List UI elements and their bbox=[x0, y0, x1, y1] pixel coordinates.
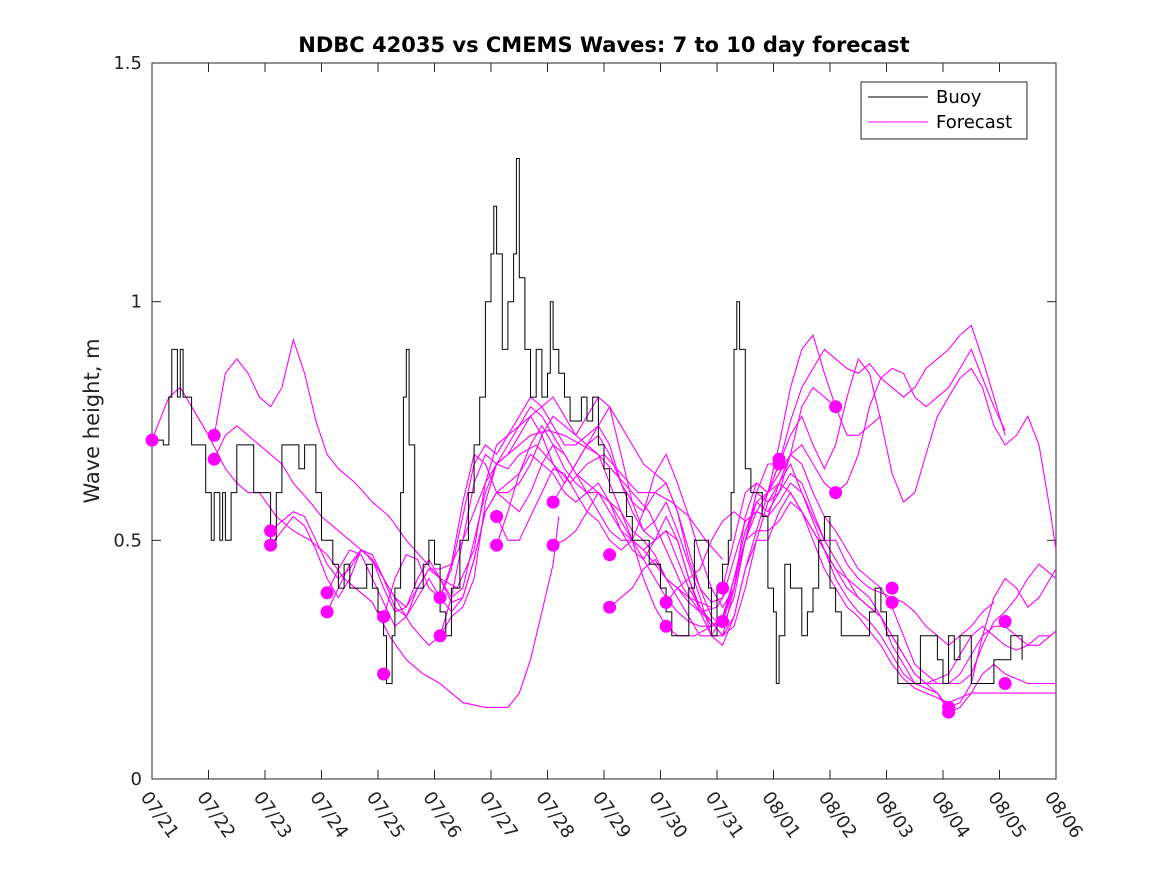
forecast-line-6 bbox=[326, 386, 836, 637]
forecast-marker bbox=[264, 524, 278, 538]
forecast-marker bbox=[320, 605, 334, 619]
forecast-marker bbox=[377, 667, 391, 681]
forecast-marker bbox=[659, 619, 673, 633]
forecast-marker bbox=[716, 615, 730, 628]
forecast-marker bbox=[490, 510, 504, 523]
forecast-marker bbox=[490, 538, 504, 552]
buoy-line bbox=[152, 158, 1023, 684]
plot-area bbox=[151, 62, 1057, 780]
forecast-marker bbox=[207, 428, 221, 442]
forecast-marker bbox=[829, 400, 843, 414]
forecast-marker bbox=[264, 538, 278, 552]
forecast-marker bbox=[603, 548, 617, 562]
forecast-marker bbox=[433, 591, 447, 605]
buoy-series-group bbox=[152, 158, 1023, 684]
y-tick-label: 0.5 bbox=[113, 530, 142, 551]
forecast-marker bbox=[659, 595, 673, 609]
forecast-marker bbox=[716, 581, 730, 595]
forecast-line-7 bbox=[383, 333, 882, 647]
forecast-line-13 bbox=[552, 491, 1056, 704]
forecast-marker bbox=[377, 610, 391, 624]
forecast-marker bbox=[942, 705, 956, 719]
y-axis-ticks: 0 0.5 1 1.5 bbox=[113, 53, 1056, 790]
forecast-line-12 bbox=[552, 434, 1057, 685]
y-axis-label: Wave height, m bbox=[80, 338, 104, 503]
chart-title: NDBC 42035 vs CMEMS Waves: 7 to 10 day f… bbox=[298, 33, 909, 57]
forecast-marker bbox=[885, 581, 899, 595]
forecast-marker bbox=[829, 486, 843, 500]
y-tick-label: 1.5 bbox=[113, 53, 142, 74]
forecast-marker bbox=[546, 538, 560, 552]
forecast-marker bbox=[772, 457, 786, 471]
forecast-marker bbox=[145, 433, 159, 447]
legend-buoy-label: Buoy bbox=[936, 87, 982, 108]
forecast-marker bbox=[320, 586, 334, 600]
y-tick-label: 0 bbox=[131, 769, 142, 790]
forecast-marker bbox=[433, 629, 447, 643]
forecast-markers-group bbox=[145, 400, 1012, 719]
forecast-line-2 bbox=[213, 337, 724, 589]
legend-box bbox=[860, 81, 1028, 140]
forecast-line-5 bbox=[326, 405, 780, 628]
forecast-marker bbox=[885, 595, 899, 609]
forecast-marker bbox=[998, 677, 1012, 690]
y-tick-label: 1 bbox=[131, 292, 142, 313]
legend-forecast-label: Forecast bbox=[936, 112, 1012, 133]
legend: Buoy Forecast bbox=[860, 81, 1028, 140]
forecast-marker bbox=[998, 615, 1012, 628]
forecast-marker bbox=[546, 495, 560, 509]
forecast-marker bbox=[207, 452, 221, 466]
forecast-marker bbox=[603, 600, 617, 614]
